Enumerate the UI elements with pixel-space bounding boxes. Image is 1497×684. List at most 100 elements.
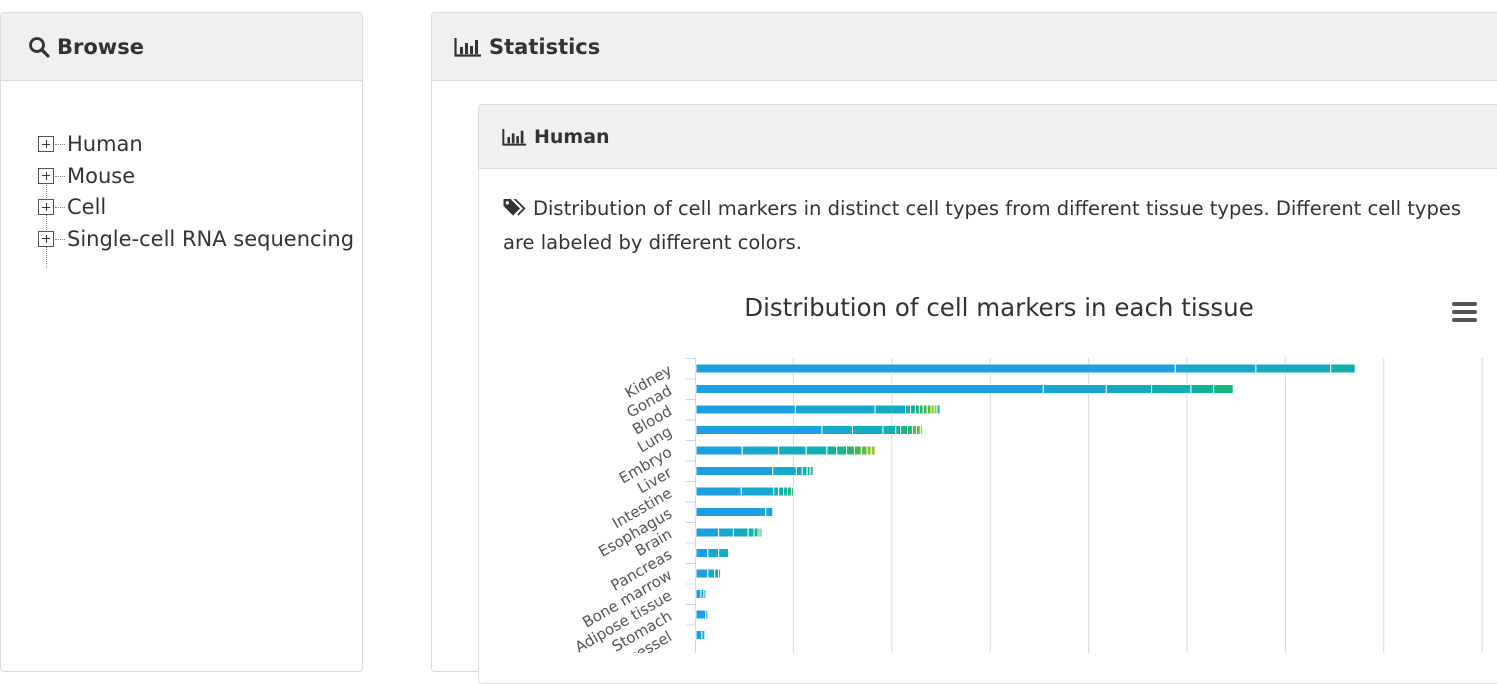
bar-chart-icon	[502, 128, 527, 146]
bar-segment	[907, 425, 913, 435]
bar-segment	[765, 507, 774, 517]
bar-segment	[821, 425, 853, 435]
bar-segment	[718, 568, 722, 579]
bar-segment	[732, 527, 749, 538]
tree-branch-line	[55, 207, 65, 208]
expand-icon[interactable]	[38, 136, 54, 152]
bar-segment	[900, 425, 909, 435]
bar-segment	[851, 425, 884, 435]
bar-segment	[911, 425, 917, 435]
bar-segment	[741, 445, 780, 456]
tree-item-single-cell-rna-seq[interactable]: Single-cell RNA sequencing	[37, 224, 369, 256]
bar-segment	[695, 527, 720, 538]
tree-item-label[interactable]: Cell	[67, 195, 107, 219]
bar-segment	[695, 363, 1176, 374]
bar-segment	[846, 445, 855, 456]
bar-chart-icon	[454, 37, 482, 57]
bar-segment	[826, 445, 838, 456]
human-title: Human	[534, 125, 610, 148]
bar-segment	[695, 466, 774, 476]
bar-segment	[695, 384, 1044, 394]
tree-branch-line	[55, 175, 65, 177]
tree-branch-line	[55, 238, 65, 240]
bar-segment	[695, 630, 703, 640]
bar-segment	[915, 425, 921, 435]
bar-segment	[773, 486, 780, 497]
bar-segment	[778, 486, 785, 497]
expand-icon[interactable]	[38, 167, 54, 184]
bar-segment	[882, 425, 897, 435]
chart-description: Distribution of cell markers in distinct…	[503, 193, 1483, 259]
tree-item-label[interactable]: Single-cell RNA sequencing	[67, 226, 355, 251]
bar-segment	[695, 609, 707, 620]
tree-item-human[interactable]: Human	[37, 129, 369, 161]
tree-item-label[interactable]: Mouse	[67, 163, 136, 188]
bar-segment	[874, 404, 907, 415]
statistics-heading: Statistics	[432, 13, 1497, 81]
bar-segment	[778, 445, 807, 456]
bar-segment	[801, 466, 808, 476]
bar-segment	[795, 466, 803, 476]
bar-segment	[701, 630, 706, 640]
bar-segment	[695, 568, 709, 579]
bar-segment	[1330, 363, 1356, 374]
bar-segment	[926, 404, 932, 415]
bar-segment	[707, 548, 720, 558]
chart-menu-icon[interactable]	[1446, 296, 1480, 328]
bar-segment	[853, 445, 862, 456]
bar-segment	[794, 404, 876, 415]
bar-segment	[910, 404, 916, 415]
bar-segment	[905, 404, 912, 415]
bar-segment	[695, 445, 743, 456]
bar-segment	[695, 589, 702, 599]
bar-segment	[870, 445, 876, 456]
browse-tree: Human Mouse Cell Single-cell RNA sequenc…	[37, 129, 369, 255]
tags-icon	[503, 195, 527, 227]
bar-segment	[695, 548, 709, 558]
bar-segment	[695, 404, 796, 415]
bar-segment	[1042, 384, 1107, 394]
bar-segment	[747, 527, 755, 538]
tree-item-mouse[interactable]: Mouse	[37, 161, 369, 193]
bar-segment	[695, 507, 767, 517]
statistics-title: Statistics	[489, 34, 601, 59]
expand-icon[interactable]	[38, 199, 54, 215]
bar-segment	[790, 486, 794, 497]
bar-segment	[740, 486, 775, 497]
chart-title: Distribution of cell markers in each tis…	[744, 293, 1254, 322]
bar-segment	[895, 425, 902, 435]
bar-segment	[714, 568, 720, 579]
bar-segment	[1190, 384, 1215, 394]
bar-segment	[914, 404, 920, 415]
bar-segment	[772, 466, 797, 476]
bar-segment	[1213, 384, 1234, 394]
bar-segment	[718, 548, 729, 558]
bar-segment	[918, 404, 924, 415]
browse-heading: Browse	[1, 13, 362, 81]
bar-segment	[705, 609, 709, 620]
bar-segment	[936, 404, 941, 415]
expand-icon[interactable]	[38, 230, 54, 247]
bar-segment	[1105, 384, 1153, 394]
tree-connector	[46, 168, 47, 268]
tree-item-cell[interactable]: Cell	[37, 192, 369, 224]
tree-item-label[interactable]: Human	[67, 132, 143, 156]
bar-segment	[707, 568, 716, 579]
bar-segment	[783, 486, 789, 497]
bar-segment	[919, 425, 923, 435]
bar-segment	[836, 445, 848, 456]
bar-segment	[718, 527, 734, 538]
bar-segment	[809, 466, 814, 476]
bar-segment	[1151, 384, 1192, 394]
bar-segment	[1255, 363, 1332, 374]
bar-segment	[759, 527, 763, 538]
bar-segment	[805, 445, 828, 456]
browse-title: Browse	[57, 34, 144, 59]
browse-panel: Browse Human Mouse Cell Single-cell RNA …	[0, 12, 363, 672]
bar-segment	[695, 486, 742, 497]
bar-segment	[860, 445, 868, 456]
bar-segment	[695, 425, 823, 435]
bar-segment	[922, 404, 928, 415]
bar-segment	[753, 527, 759, 538]
description-text: Distribution of cell markers in distinct…	[503, 197, 1462, 254]
